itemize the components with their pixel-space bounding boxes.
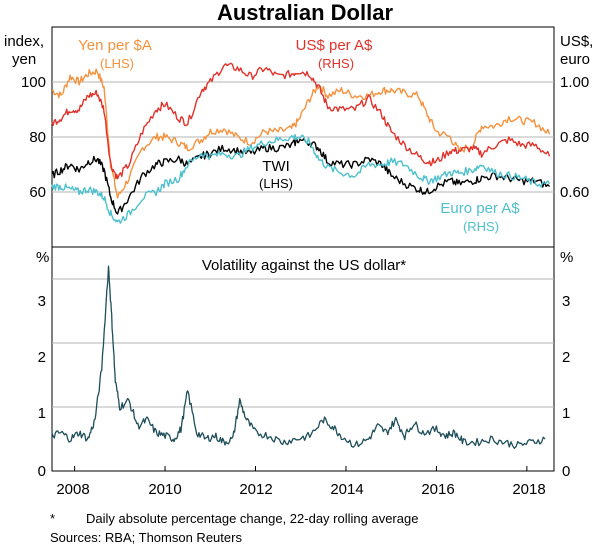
left-axis-label-top-line2: yen xyxy=(12,51,36,68)
tick-right-pct-0: 0 xyxy=(562,463,570,480)
x-tick-2008: 2008 xyxy=(56,481,89,498)
tick-right-pct-1: 1 xyxy=(562,405,570,422)
label-twi-axis: (LHS) xyxy=(259,176,293,191)
tick-left-pct-3: 3 xyxy=(38,293,46,310)
label-usd: US$ per A$ xyxy=(296,37,373,54)
left-axis-label-top-line1: index, xyxy=(4,33,44,50)
plot-frame xyxy=(51,26,555,472)
right-axis-label-top-line2: euro xyxy=(560,51,590,68)
gridlines xyxy=(52,81,554,471)
volatility-panel-title: Volatility against the US dollar* xyxy=(202,257,406,274)
footnote-text: Daily absolute percentage change, 22-day… xyxy=(86,511,419,526)
left-axis-label-bottom: % xyxy=(36,249,49,266)
right-axis-label-top-line1: US$, xyxy=(560,33,593,50)
label-euro-axis: (RHS) xyxy=(463,219,499,234)
series-line-euro-per-a xyxy=(51,133,551,224)
right-axis-label-bottom: % xyxy=(560,249,573,266)
chart-title: Australian Dollar xyxy=(217,0,393,25)
tick-right-100: 1.00 xyxy=(560,74,589,91)
x-tick-2010: 2010 xyxy=(148,481,181,498)
x-tick-2016: 2016 xyxy=(421,481,454,498)
tick-left-60: 60 xyxy=(29,184,46,201)
tick-right-060: 0.60 xyxy=(560,184,589,201)
tick-left-100: 100 xyxy=(21,74,46,91)
series-line-twi xyxy=(51,137,550,215)
series-line-volatility xyxy=(51,265,546,449)
label-twi: TWI xyxy=(262,158,290,175)
chart: Australian Dollar index, yen US$, euro %… xyxy=(4,0,593,498)
tick-left-pct-2: 2 xyxy=(38,349,46,366)
tick-right-pct-2: 2 xyxy=(562,349,570,366)
top-panel-series xyxy=(51,62,551,224)
tick-left-80: 80 xyxy=(29,129,46,146)
x-tick-2014: 2014 xyxy=(330,481,363,498)
footnote-marker: * xyxy=(50,511,56,526)
label-yen-axis: (LHS) xyxy=(100,56,134,71)
x-tick-2018: 2018 xyxy=(512,481,545,498)
label-yen: Yen per $A xyxy=(78,37,152,54)
series-line-yen-per-a xyxy=(51,68,551,199)
tick-left-pct-1: 1 xyxy=(38,405,46,422)
tick-left-pct-0: 0 xyxy=(38,463,46,480)
series-line-us-per-a xyxy=(51,62,551,180)
bottom-panel-series xyxy=(51,265,546,449)
label-euro: Euro per A$ xyxy=(440,200,520,217)
tick-right-pct-3: 3 xyxy=(562,293,570,310)
x-tick-2012: 2012 xyxy=(239,481,272,498)
label-usd-axis: (RHS) xyxy=(318,56,354,71)
sources-text: Sources: RBA; Thomson Reuters xyxy=(50,530,242,545)
tick-right-080: 0.80 xyxy=(560,129,589,146)
